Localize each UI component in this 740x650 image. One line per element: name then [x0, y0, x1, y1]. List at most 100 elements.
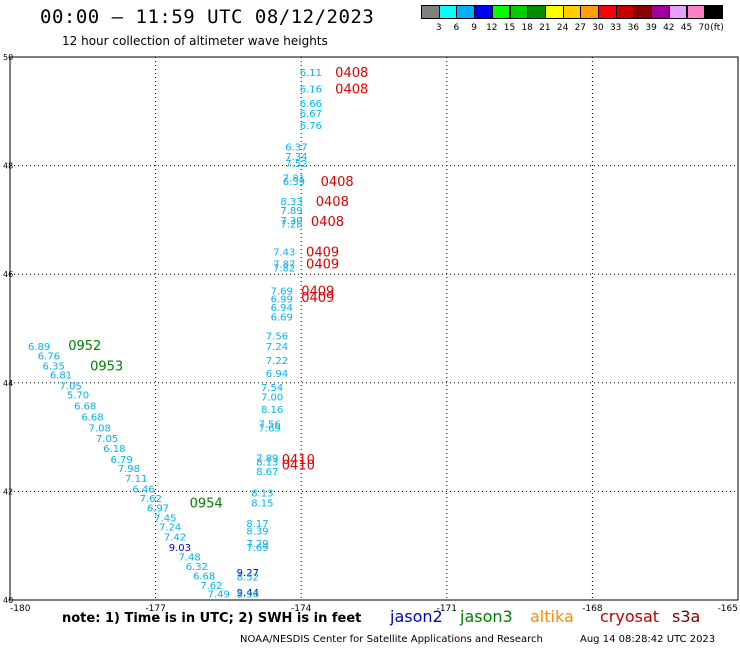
- swh-value-label: 6.66: [300, 99, 322, 110]
- swh-value-label: 7.62: [140, 494, 162, 505]
- swh-value-label: 7.89: [280, 206, 302, 217]
- swh-value-label: 7.00: [261, 392, 283, 403]
- swh-value-label: 8.15: [251, 498, 273, 509]
- swh-value-label: 6.46: [132, 485, 154, 496]
- y-tick-label: 44: [3, 379, 13, 388]
- satellite-legend-item: jason3: [460, 607, 513, 626]
- scale-label: 21: [539, 23, 551, 33]
- grid-lines: [10, 57, 738, 600]
- axis-ticks: -180 -177 -174 -171 -168 -165 40 42 44 46 48 50: [3, 53, 738, 614]
- x-tick-label: -168: [582, 604, 603, 614]
- x-tick-label: -177: [145, 604, 165, 614]
- swh-value-label: 7.48: [178, 553, 200, 564]
- scale-label: 36: [627, 23, 640, 33]
- scale-label: 24: [556, 23, 569, 33]
- swh-value-label: 6.94: [271, 303, 293, 314]
- scale-label: 18: [521, 23, 533, 33]
- swh-value-label: 6.76: [300, 121, 322, 132]
- satellite-legend-item: altika: [530, 607, 574, 626]
- x-tick-label: -174: [291, 604, 312, 614]
- pass-time-label: 0952: [68, 339, 101, 354]
- scale-label: 30: [592, 23, 604, 33]
- swh-value-label: 6.89: [28, 342, 50, 353]
- swh-value-label: 7.49: [208, 589, 230, 600]
- swh-value-label: 7.89: [256, 454, 278, 465]
- swh-value-label: 8.13: [256, 458, 278, 469]
- swh-value-label: 6.99: [271, 295, 293, 306]
- swh-value-label: 7.42: [164, 532, 186, 543]
- swh-value-label: 7.56: [266, 332, 288, 343]
- y-tick-label: 42: [3, 487, 13, 496]
- swh-value-label: 7.05: [96, 434, 118, 445]
- swh-value-label: 7.05: [60, 382, 82, 393]
- plot-frame: [9, 56, 739, 601]
- timestamp-text: Aug 14 08:28:42 UTC 2023: [580, 634, 716, 645]
- swh-value-label: 7.29: [246, 539, 268, 550]
- scale-label: 3: [435, 23, 442, 33]
- swh-value-label: 7.28: [280, 220, 302, 231]
- swh-value-label: 9.44: [237, 588, 259, 599]
- swh-value-label: 6.68: [81, 412, 103, 423]
- swh-value-label: 6.68: [74, 402, 96, 413]
- pass-time-label: 0953: [90, 359, 123, 374]
- scale-swatch: [704, 5, 723, 19]
- page-subtitle: 12 hour collection of altimeter wave hei…: [62, 34, 328, 48]
- swh-value-label: 5.70: [67, 391, 89, 402]
- swh-value-label: 6.16: [300, 84, 322, 95]
- swh-value-label: 7.11: [125, 474, 147, 485]
- swh-value-label: 7.56: [259, 420, 281, 431]
- swh-value-label: 7.24: [159, 523, 181, 534]
- swh-value-label: 6.69: [271, 313, 293, 324]
- swh-value-label: 6.76: [38, 352, 60, 363]
- swh-value-label: 7.87: [273, 259, 295, 270]
- scale-label: 12: [486, 23, 498, 33]
- swh-value-label: 7.22: [266, 356, 288, 367]
- pass-time-label: 0409: [301, 284, 334, 299]
- page-title: 00:00 – 11:59 UTC 08/12/2023: [40, 6, 375, 28]
- swh-value-label: 7.45: [154, 513, 176, 524]
- scale-label: 6: [453, 23, 460, 33]
- scale-label: 45: [680, 23, 693, 33]
- scale-label: 15: [503, 23, 516, 33]
- swh-value-label: 6.11: [300, 68, 322, 79]
- x-tick-label: -180: [10, 604, 31, 614]
- x-tick-label: -165: [718, 604, 738, 614]
- swh-value-label: 7.54: [261, 383, 283, 394]
- scale-unit: (ft): [710, 23, 724, 33]
- swh-value-label: 8.17: [246, 519, 268, 530]
- pass-time-label: 0408: [311, 215, 344, 230]
- swh-value-label: 6.37: [285, 143, 307, 154]
- pass-time-label: 0409: [306, 245, 339, 260]
- swh-value-label: 6.32: [186, 562, 208, 573]
- swh-value-label: 6.39: [283, 177, 305, 188]
- swh-value-label: 6.18: [103, 444, 125, 455]
- scale-label: 9: [471, 23, 477, 33]
- swh-value-label: 7.62: [200, 581, 222, 592]
- y-tick-label: 40: [3, 596, 13, 605]
- pass-time-label: 0408: [335, 82, 368, 97]
- swh-value-label: 8.33: [280, 197, 302, 208]
- swh-value-label: 6.67: [300, 109, 322, 120]
- swh-value-label: 6.97: [147, 504, 169, 515]
- satellite-legend-item: jason2: [390, 607, 443, 626]
- swh-value-label: 7.82: [273, 264, 295, 275]
- swh-value-label: 7.24: [266, 342, 288, 353]
- swh-value-label: 7.69: [259, 423, 281, 434]
- swh-value-label: 7.81: [283, 174, 305, 185]
- satellite-legend-item: cryosat: [600, 607, 660, 626]
- satellite-legend-item: s3a: [672, 607, 701, 626]
- pass-time-label: 0408: [321, 175, 354, 190]
- swh-value-label: 7.98: [118, 464, 140, 475]
- pass-time-label: 0409: [306, 257, 339, 272]
- swh-value-label: 8.67: [256, 467, 278, 478]
- scale-label: 70: [698, 23, 710, 33]
- swh-value-label: 9.27: [237, 568, 259, 579]
- pass-time-label: 0409: [301, 291, 334, 306]
- pass-time-label: 0408: [335, 66, 368, 81]
- swh-value-label: 6.81: [50, 371, 72, 382]
- swh-value-label: 8.96: [237, 589, 259, 600]
- swh-value-label: 7.69: [271, 286, 293, 297]
- x-tick-label: -171: [437, 604, 457, 614]
- swh-value-label: 8.16: [261, 405, 283, 416]
